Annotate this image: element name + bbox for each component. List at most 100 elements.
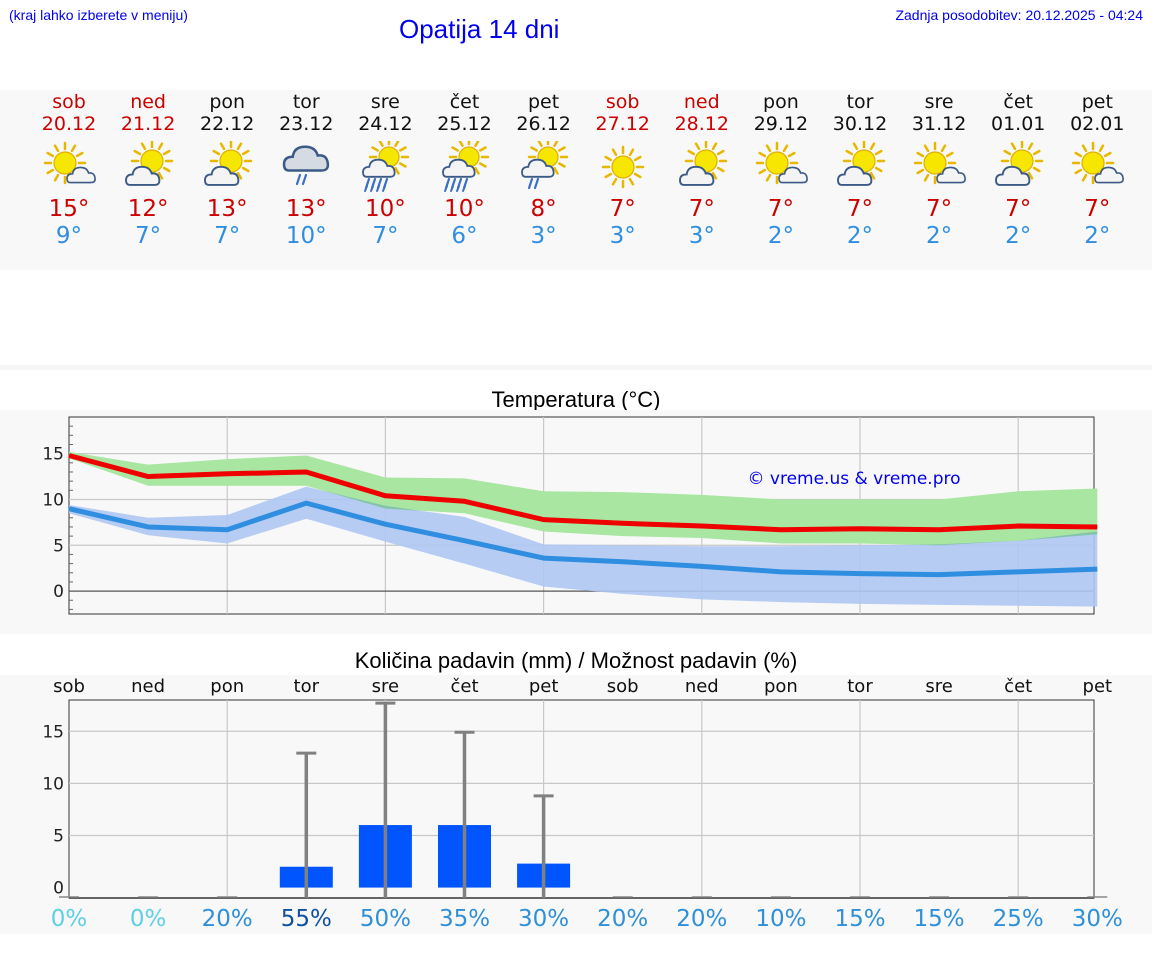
temp-max-range-band <box>69 451 1098 546</box>
sun-icon <box>601 145 644 189</box>
day-name: čet <box>449 91 480 113</box>
temp-max: 7° <box>688 196 715 222</box>
temp-min: 7° <box>135 223 162 249</box>
day-column: čet 25.12 10° 6° <box>425 90 504 250</box>
sun-cloud-icon <box>755 141 808 185</box>
temp-min: 10° <box>285 223 327 249</box>
section-divider <box>0 365 1152 370</box>
precip-day-label: sre <box>925 676 952 697</box>
day-name: ned <box>130 91 166 113</box>
precip-tick-label: 5 <box>53 826 64 846</box>
day-column: pet 02.01 7° 2° <box>1058 90 1137 250</box>
precip-tick-label: 15 <box>42 722 64 742</box>
precip-chart-title: Količina padavin (mm) / Možnost padavin … <box>354 648 798 673</box>
temp-tick-label: 15 <box>42 445 64 465</box>
day-date: 21.12 <box>120 113 176 135</box>
precip-probability: 30% <box>518 906 569 932</box>
temperature-chart-panel: 0 5 10 15 © vreme.us & vreme.pro <box>0 410 1152 634</box>
temperature-chart-title: Temperatura (°C) <box>491 387 661 412</box>
sun-cloud-icon <box>1072 141 1125 185</box>
precip-probability: 20% <box>676 906 727 932</box>
day-date: 22.12 <box>199 113 255 135</box>
cloud-sun-icon <box>125 141 174 186</box>
day-name: pon <box>763 91 799 113</box>
temp-max: 7° <box>1005 196 1032 222</box>
temp-min: 7° <box>372 223 399 249</box>
temp-min: 3° <box>609 223 636 249</box>
precip-chart-panel: sob ned pon tor sre čet pet sob ned pon tor sre čet p… <box>0 675 1152 934</box>
day-column: ned 28.12 7° 3° <box>662 90 741 250</box>
cloud-sun-icon <box>995 141 1044 186</box>
precip-chart: sob ned pon tor sre čet pet sob ned pon tor sre čet p… <box>42 676 1123 932</box>
temp-max: 8° <box>530 196 557 222</box>
temp-max: 10° <box>365 196 406 222</box>
day-name: pet <box>1081 91 1113 113</box>
cloud-sun-icon <box>678 141 728 186</box>
watermark: © vreme.us & vreme.pro <box>747 469 960 489</box>
temp-max: 7° <box>1084 196 1111 222</box>
page-title: Opatija 14 dni <box>399 14 560 44</box>
precip-day-label: tor <box>294 676 320 697</box>
day-column: ned 21.12 12° 7° <box>109 90 188 250</box>
precip-day-label: sob <box>53 676 85 697</box>
temp-max: 15° <box>48 196 90 222</box>
sun-cloud-rain-icon <box>362 141 410 192</box>
day-column: pon 29.12 7° 2° <box>741 90 820 250</box>
cloud-sun-icon <box>837 141 886 186</box>
cloud-rain-icon <box>283 145 330 186</box>
precip-day-label: pon <box>764 676 798 697</box>
day-column: tor 23.12 13° 10° <box>267 90 346 250</box>
day-column: sob 27.12 7° 3° <box>583 90 662 250</box>
day-column: čet 01.01 7° 2° <box>979 90 1058 250</box>
day-name: tor <box>846 91 874 113</box>
temp-max: 7° <box>846 196 874 222</box>
precip-probability: 50% <box>360 906 411 932</box>
precip-probability: 20% <box>597 906 648 932</box>
precip-day-label: sre <box>372 676 399 697</box>
precip-day-label: sob <box>607 676 639 697</box>
precip-probability: 15% <box>914 906 965 932</box>
temp-min: 9° <box>55 223 83 249</box>
day-name: sre <box>370 91 400 113</box>
temp-max: 12° <box>127 196 169 222</box>
precip-probability: 20% <box>202 906 253 932</box>
precip-day-label: ned <box>685 676 719 697</box>
temp-min: 7° <box>214 223 241 249</box>
temp-min: 2° <box>926 223 953 249</box>
day-name: sob <box>52 91 86 113</box>
temp-tick-label: 5 <box>53 536 64 556</box>
precip-tick-label: 0 <box>53 879 64 899</box>
day-column: sre 31.12 7° 2° <box>900 90 979 250</box>
day-column: pet 26.12 8° 3° <box>504 90 583 250</box>
last-update: Zadnja posodobitev: 20.12.2025 - 04:24 <box>895 7 1143 23</box>
precip-day-label: tor <box>847 676 873 697</box>
day-date: 28.12 <box>674 113 729 135</box>
sun-cloud-icon <box>913 141 967 185</box>
day-name: tor <box>292 91 320 113</box>
day-date: 26.12 <box>516 113 571 135</box>
temp-max: 10° <box>444 196 485 222</box>
temp-min: 2° <box>1084 223 1111 249</box>
day-date: 23.12 <box>279 113 334 135</box>
precip-probability: 25% <box>993 906 1044 932</box>
location-menu-hint[interactable]: (kraj lahko izberete v meniju) <box>9 7 188 23</box>
temp-max: 13° <box>206 196 248 222</box>
day-name: čet <box>1003 91 1033 113</box>
forecast-panel: sob 20.12 15° 9° ned 21.12 12° 7° pon 22.12 13° 7° t… <box>0 90 1152 270</box>
day-name: pet <box>527 91 560 113</box>
day-column: sre 24.12 10° 7° <box>346 90 425 250</box>
day-name: ned <box>683 91 720 113</box>
day-date: 25.12 <box>437 113 492 135</box>
precip-probability: 0% <box>130 906 167 932</box>
temp-max: 7° <box>609 196 636 222</box>
day-date: 30.12 <box>832 113 888 135</box>
day-name: sob <box>605 91 640 113</box>
sun-cloud-drizzle-icon <box>520 141 568 190</box>
temp-max: 7° <box>926 196 953 222</box>
day-date: 01.01 <box>990 113 1046 135</box>
cloud-sun-icon <box>204 141 253 186</box>
precip-probability: 15% <box>834 906 885 932</box>
temperature-chart: 0 5 10 15 © vreme.us & vreme.pro <box>42 416 1098 615</box>
precip-probability: 30% <box>1072 906 1123 932</box>
precip-probability: 35% <box>439 906 490 932</box>
